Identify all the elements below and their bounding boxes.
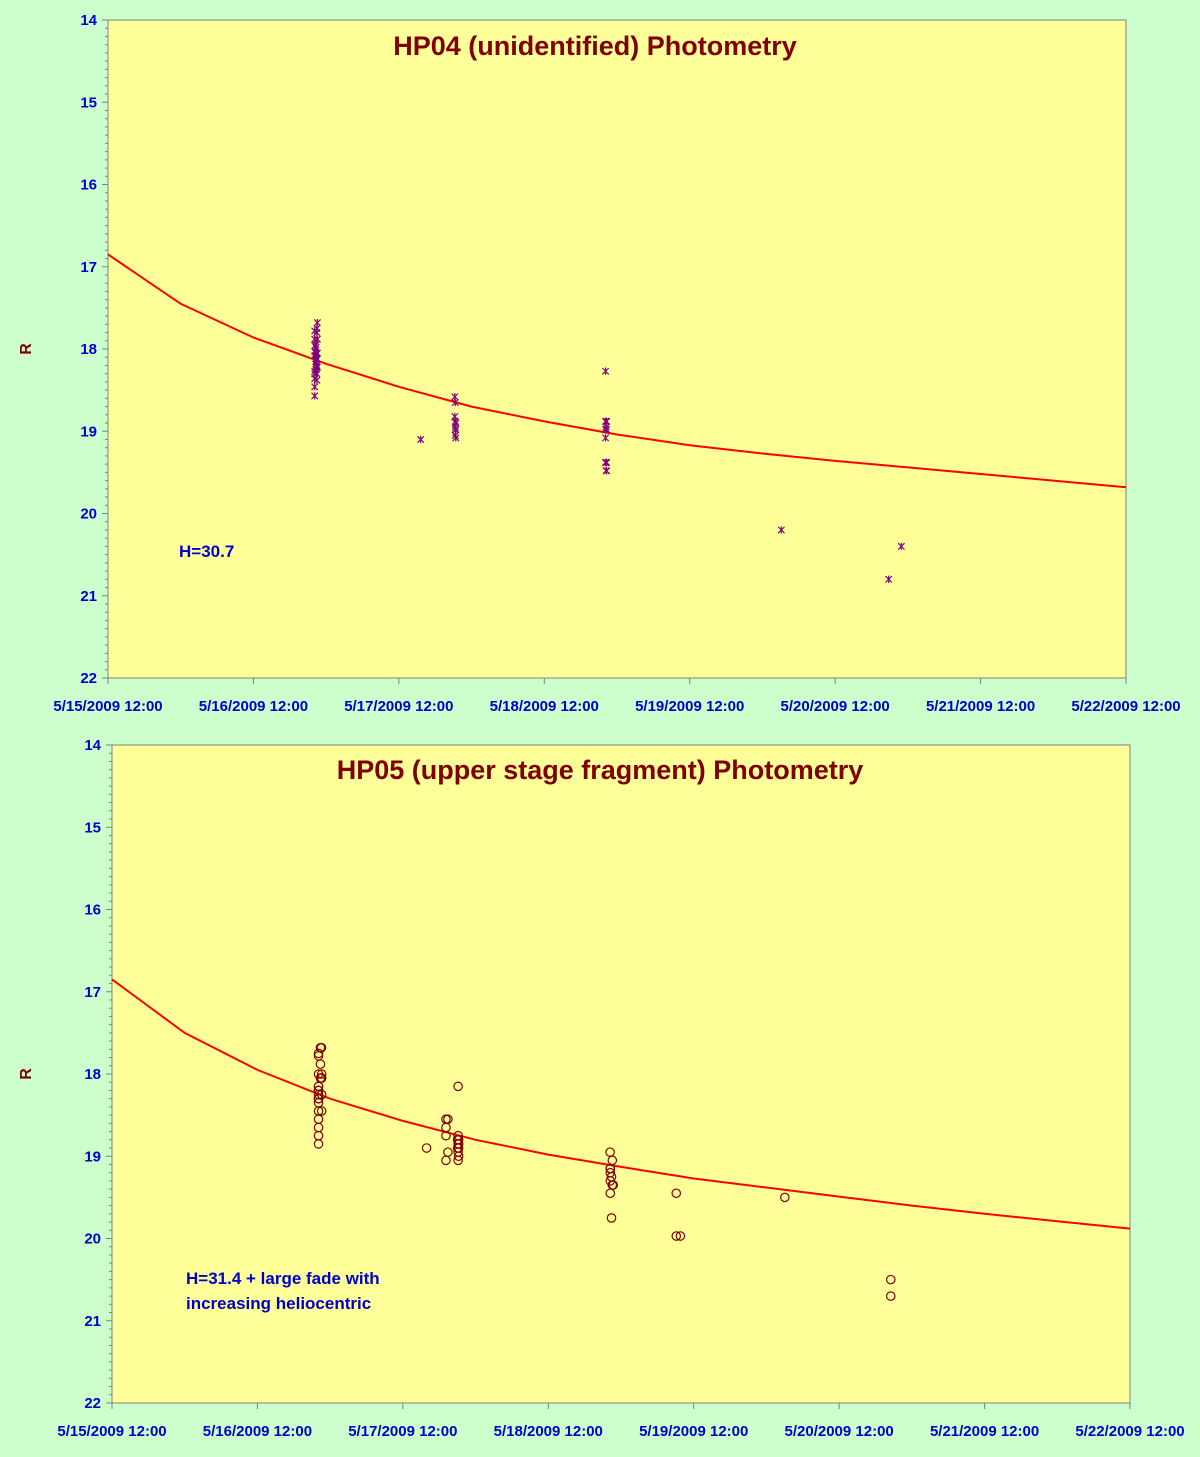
data-point (671, 1188, 682, 1199)
chart-panel-hp05: HP05 (upper stage fragment) Photometry R… (0, 732, 1200, 1457)
data-point (453, 1139, 464, 1149)
data-point (602, 458, 611, 467)
data-point (453, 1155, 463, 1166)
data-point (608, 1180, 619, 1190)
data-point (313, 376, 321, 384)
y-tick-label: 22 (80, 670, 97, 687)
y-tick-label: 15 (84, 819, 101, 836)
x-tick-label: 5/16/2009 12:00 (199, 698, 308, 715)
data-point (453, 1081, 463, 1092)
data-point (601, 434, 610, 442)
data-point (602, 467, 611, 475)
data-point (421, 1143, 432, 1153)
y-tick-label: 18 (80, 341, 97, 358)
plot-area (107, 19, 1127, 679)
data-point (316, 1106, 327, 1116)
y-tick-label: 20 (80, 506, 97, 523)
data-point (885, 1274, 896, 1285)
data-point (311, 383, 319, 391)
data-point (452, 425, 460, 434)
chart-title: HP05 (upper stage fragment) Photometry (337, 755, 864, 785)
annotation-line-1: H=31.4 + large fade with (186, 1269, 380, 1288)
x-tick-label: 5/16/2009 12:00 (203, 1423, 312, 1440)
x-tick-label: 5/19/2009 12:00 (635, 698, 744, 715)
y-tick-label: 14 (80, 12, 97, 29)
x-tick-label: 5/22/2009 12:00 (1075, 1423, 1184, 1440)
data-point (606, 1213, 617, 1223)
data-point (313, 318, 321, 327)
y-tick-label: 16 (84, 902, 101, 919)
data-point (311, 392, 319, 400)
data-point (885, 575, 893, 583)
data-point (443, 1114, 453, 1125)
chart-hp05: HP05 (upper stage fragment) Photometry R… (18, 737, 1185, 1440)
data-point (316, 1042, 327, 1053)
y-tick-label: 16 (80, 177, 97, 194)
plot-area (111, 744, 1131, 1404)
x-tick-label: 5/22/2009 12:00 (1071, 698, 1180, 715)
y-tick-label: 14 (84, 737, 101, 754)
y-tick-label: 21 (80, 588, 97, 605)
data-point (443, 1147, 453, 1157)
data-point (897, 542, 905, 551)
data-point (313, 369, 321, 378)
data-point (602, 425, 611, 434)
y-tick-label: 17 (84, 984, 101, 1001)
data-point (316, 1069, 327, 1079)
x-tick-label: 5/19/2009 12:00 (639, 1423, 748, 1440)
y-axis-label: R (18, 343, 35, 355)
x-tick-label: 5/21/2009 12:00 (926, 698, 1035, 715)
y-tick-label: 17 (80, 259, 97, 276)
fit-curve (107, 253, 1127, 489)
x-tick-label: 5/15/2009 12:00 (57, 1423, 166, 1440)
y-tick-label: 15 (80, 94, 97, 111)
data-point (312, 343, 320, 352)
y-tick-label: 20 (84, 1231, 101, 1248)
data-point (675, 1231, 686, 1241)
data-point (777, 526, 785, 534)
data-point (313, 363, 321, 371)
fit-curve (111, 978, 1131, 1230)
x-tick-label: 5/18/2009 12:00 (494, 1423, 603, 1440)
y-axis-label: R (18, 1068, 35, 1080)
x-tick-label: 5/17/2009 12:00 (348, 1423, 457, 1440)
x-tick-label: 5/21/2009 12:00 (930, 1423, 1039, 1440)
data-point (780, 1192, 790, 1203)
data-point (313, 335, 321, 343)
y-tick-label: 19 (80, 423, 97, 440)
data-point (452, 434, 460, 442)
data-point (316, 1089, 327, 1100)
y-tick-label: 19 (84, 1148, 101, 1165)
data-point (313, 1048, 324, 1059)
chart-hp04: HP04 (unidentified) Photometry R H=30.7 … (18, 12, 1181, 715)
x-tick-label: 5/20/2009 12:00 (785, 1423, 894, 1440)
annotation-h-value: H=30.7 (179, 542, 234, 561)
x-tick-label: 5/17/2009 12:00 (344, 698, 453, 715)
y-tick-label: 18 (84, 1066, 101, 1083)
data-point (601, 367, 610, 375)
x-tick-label: 5/18/2009 12:00 (490, 698, 599, 715)
data-point (313, 328, 321, 337)
chart-title: HP04 (unidentified) Photometry (393, 31, 797, 61)
data-point (441, 1130, 451, 1141)
x-tick-label: 5/15/2009 12:00 (53, 698, 162, 715)
data-point (671, 1231, 682, 1241)
data-point (316, 1073, 327, 1083)
data-point (453, 1151, 464, 1162)
data-point (313, 1139, 324, 1149)
chart-panel-hp04: HP04 (unidentified) Photometry R H=30.7 … (0, 0, 1200, 725)
data-point (417, 435, 425, 444)
x-tick-label: 5/20/2009 12:00 (781, 698, 890, 715)
data-point (315, 1059, 326, 1069)
data-point (452, 419, 460, 427)
data-point (313, 355, 321, 363)
data-point (451, 398, 459, 407)
y-tick-label: 21 (84, 1313, 101, 1330)
y-tick-label: 22 (84, 1395, 101, 1412)
annotation-line-2: increasing heliocentric (186, 1294, 371, 1313)
data-point (602, 417, 611, 426)
data-point (607, 1155, 618, 1166)
data-point (885, 1291, 896, 1301)
